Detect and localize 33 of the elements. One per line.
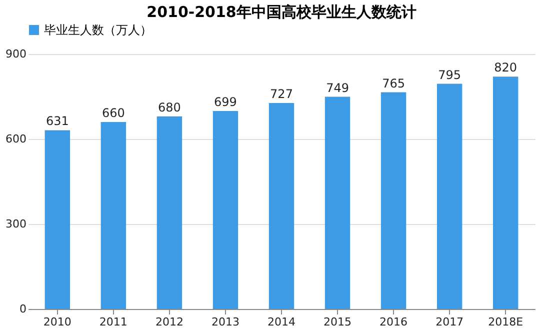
chart-title: 2010-2018年中国高校毕业生人数统计 [146,3,416,21]
data-label: 765 [382,76,405,90]
y-tick-label: 300 [6,218,26,230]
data-label: 660 [102,106,125,120]
x-tick-label: 2015 [324,316,352,328]
y-tick-label: 900 [6,48,26,60]
data-label: 680 [158,100,181,114]
x-tick-label: 2010 [43,316,72,328]
data-label: 820 [494,60,518,75]
bar [268,103,294,309]
bar [100,122,126,309]
bar [380,92,406,309]
y-tick-label: 600 [6,132,26,146]
x-tick-label: 2014 [268,316,296,328]
x-tick-label: 2012 [155,316,184,328]
x-tick-label: 2017 [436,316,464,328]
bar [436,84,462,309]
data-label: 727 [270,87,293,102]
data-label: 795 [438,68,462,82]
x-tick-label: 2011 [99,316,128,328]
data-label: 749 [326,80,349,95]
legend-label: 毕业生人数（万人） [44,23,152,37]
bar [324,96,350,309]
bar [156,116,182,309]
x-tick-label: 2013 [211,316,240,328]
data-label: 699 [214,94,237,109]
x-tick-label: 2018E [488,316,524,328]
bar [212,110,238,309]
x-tick-label: 2016 [380,316,408,328]
y-tick-label: 0 [20,302,26,316]
data-label: 631 [46,114,69,128]
bar [492,76,518,309]
bar [44,130,70,309]
